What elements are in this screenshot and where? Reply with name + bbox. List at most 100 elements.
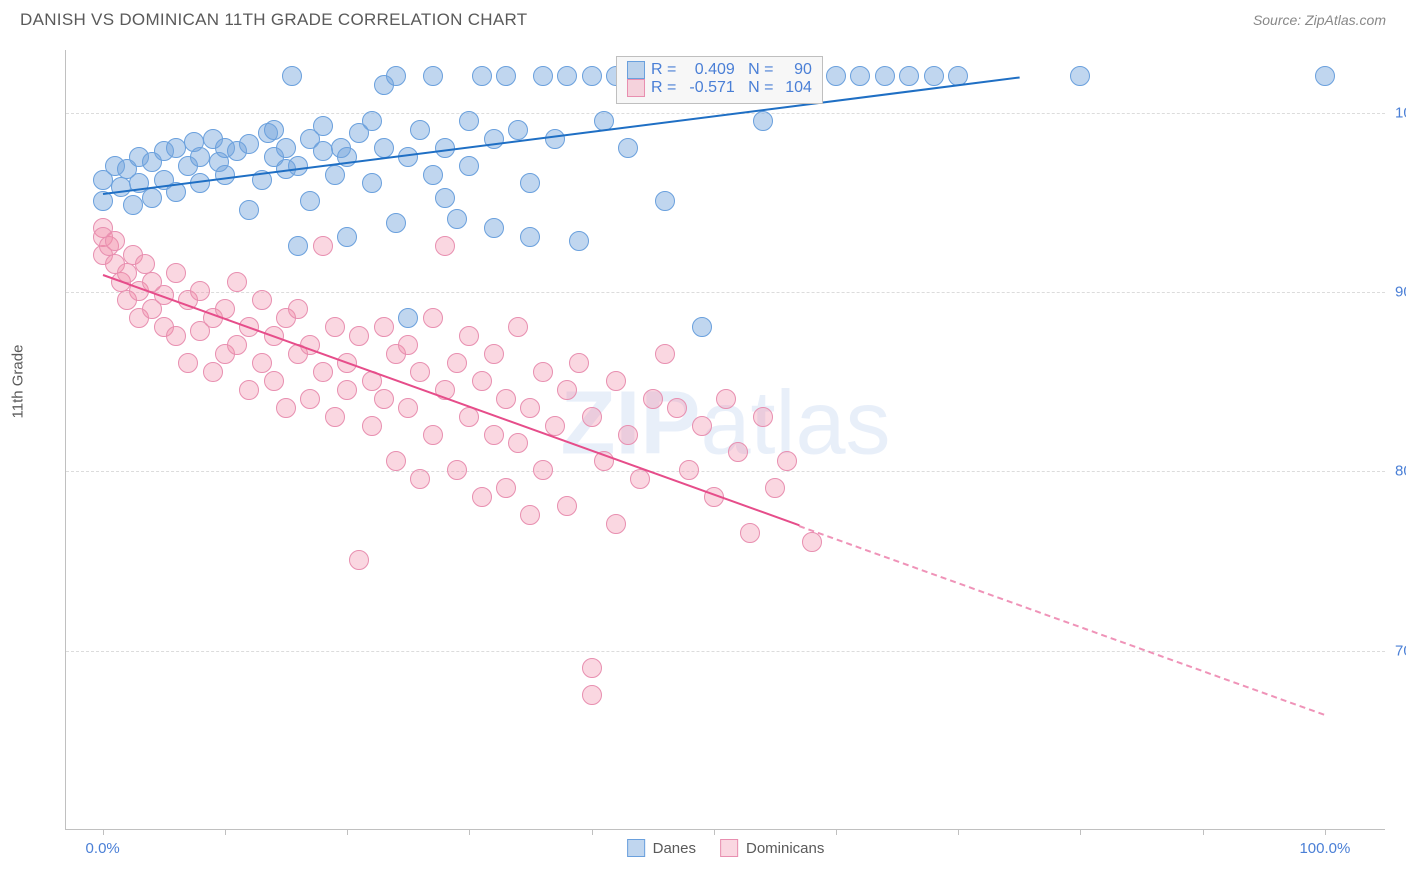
scatter-point — [484, 425, 504, 445]
scatter-point — [582, 685, 602, 705]
series-legend: DanesDominicans — [627, 839, 825, 857]
scatter-point — [802, 532, 822, 552]
scatter-point — [349, 326, 369, 346]
scatter-point — [520, 173, 540, 193]
scatter-point — [484, 344, 504, 364]
scatter-point — [508, 120, 528, 140]
scatter-point — [362, 416, 382, 436]
scatter-point — [496, 478, 516, 498]
scatter-point — [313, 362, 333, 382]
scatter-point — [655, 344, 675, 364]
legend-swatch — [627, 839, 645, 857]
scatter-point — [740, 523, 760, 543]
scatter-point — [520, 505, 540, 525]
x-tick — [469, 829, 470, 835]
scatter-point — [496, 389, 516, 409]
scatter-point — [423, 66, 443, 86]
scatter-point — [288, 236, 308, 256]
y-tick-label: 100.0% — [1395, 104, 1406, 121]
scatter-point — [777, 451, 797, 471]
legend-swatch — [627, 79, 645, 97]
scatter-point — [239, 200, 259, 220]
legend-row: R = -0.571 N = 104 — [627, 79, 812, 97]
scatter-point — [123, 195, 143, 215]
scatter-point — [276, 398, 296, 418]
scatter-point — [386, 451, 406, 471]
scatter-point — [410, 469, 430, 489]
scatter-point — [239, 134, 259, 154]
x-tick — [1325, 829, 1326, 835]
scatter-point — [459, 156, 479, 176]
scatter-point — [447, 209, 467, 229]
scatter-point — [435, 188, 455, 208]
y-tick-label: 90.0% — [1395, 284, 1406, 301]
scatter-point — [166, 138, 186, 158]
scatter-point — [423, 425, 443, 445]
scatter-point — [337, 380, 357, 400]
scatter-point — [899, 66, 919, 86]
scatter-point — [227, 272, 247, 292]
scatter-point — [349, 550, 369, 570]
scatter-point — [655, 191, 675, 211]
scatter-point — [386, 66, 406, 86]
scatter-point — [398, 308, 418, 328]
scatter-point — [190, 147, 210, 167]
x-tick — [958, 829, 959, 835]
scatter-point — [264, 371, 284, 391]
scatter-point — [227, 335, 247, 355]
legend-label: Dominicans — [746, 840, 824, 857]
watermark-bold: ZIP — [560, 373, 700, 473]
scatter-point — [276, 138, 296, 158]
scatter-point — [459, 326, 479, 346]
scatter-point — [667, 398, 687, 418]
scatter-point — [300, 191, 320, 211]
scatter-point — [753, 407, 773, 427]
scatter-point — [111, 177, 131, 197]
chart-title: DANISH VS DOMINICAN 11TH GRADE CORRELATI… — [20, 10, 527, 30]
scatter-point — [557, 66, 577, 86]
scatter-point — [374, 138, 394, 158]
scatter-point — [447, 460, 467, 480]
scatter-point — [557, 496, 577, 516]
scatter-point — [282, 66, 302, 86]
legend-swatch — [627, 61, 645, 79]
scatter-point — [606, 514, 626, 534]
scatter-point — [362, 111, 382, 131]
scatter-point — [313, 141, 333, 161]
scatter-point — [618, 425, 638, 445]
legend-row: R = 0.409 N = 90 — [627, 61, 812, 79]
x-tick — [347, 829, 348, 835]
scatter-point — [924, 66, 944, 86]
scatter-point — [484, 218, 504, 238]
scatter-point — [337, 227, 357, 247]
scatter-point — [545, 129, 565, 149]
plot-area: ZIPatlas 70.0%80.0%90.0%100.0%0.0%100.0%… — [65, 50, 1385, 830]
scatter-point — [520, 398, 540, 418]
scatter-point — [142, 188, 162, 208]
scatter-point — [252, 353, 272, 373]
scatter-point — [545, 416, 565, 436]
scatter-point — [374, 317, 394, 337]
scatter-point — [435, 236, 455, 256]
scatter-point — [728, 442, 748, 462]
scatter-point — [178, 353, 198, 373]
scatter-point — [374, 389, 394, 409]
scatter-point — [459, 111, 479, 131]
scatter-point — [630, 469, 650, 489]
scatter-point — [288, 156, 308, 176]
gridline — [66, 651, 1385, 652]
scatter-point — [166, 326, 186, 346]
scatter-point — [410, 362, 430, 382]
x-tick — [103, 829, 104, 835]
trend-line — [799, 525, 1325, 716]
scatter-point — [203, 362, 223, 382]
scatter-point — [753, 111, 773, 131]
scatter-point — [190, 281, 210, 301]
scatter-point — [557, 380, 577, 400]
scatter-point — [533, 362, 553, 382]
scatter-point — [1315, 66, 1335, 86]
scatter-point — [325, 165, 345, 185]
scatter-point — [508, 433, 528, 453]
y-tick-label: 80.0% — [1395, 463, 1406, 480]
scatter-point — [569, 353, 589, 373]
